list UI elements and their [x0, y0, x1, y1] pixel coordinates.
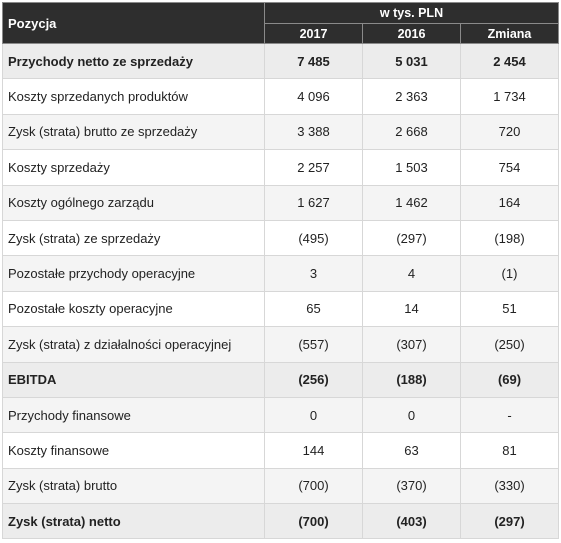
- table-row: Koszty ogólnego zarządu 1 627 1 462 164: [2, 184, 559, 221]
- row-label: Przychody netto ze sprzedaży: [2, 42, 265, 80]
- table-row: Pozostałe koszty operacyjne 65 14 51: [2, 290, 559, 328]
- value-2016: 2 363: [362, 78, 461, 115]
- row-label: Koszty sprzedaży: [2, 149, 265, 186]
- column-header-2016: 2016: [362, 23, 461, 44]
- value-change: (1): [460, 255, 559, 292]
- value-2016: (403): [362, 503, 461, 540]
- row-label: Koszty sprzedanych produktów: [2, 78, 265, 115]
- value-2017: (700): [264, 503, 363, 540]
- value-2017: 7 485: [264, 42, 363, 80]
- value-change: 754: [460, 149, 559, 186]
- value-2016: (370): [362, 467, 461, 505]
- value-2017: 0: [264, 396, 363, 434]
- value-2017: 2 257: [264, 149, 363, 186]
- value-change: (297): [460, 503, 559, 540]
- value-2016: 4: [362, 255, 461, 292]
- table-row: Koszty sprzedanych produktów 4 096 2 363 1 …: [2, 78, 559, 115]
- value-change: 81: [460, 432, 559, 469]
- row-label: Zysk (strata) ze sprzedaży: [2, 219, 265, 257]
- value-change: (330): [460, 467, 559, 505]
- table-header: Pozycja w tys. PLN 2017 2016 Zmiana: [2, 2, 559, 44]
- row-label: Zysk (strata) z działalności operacyjnej: [2, 326, 265, 363]
- value-2016: 1 462: [362, 184, 461, 221]
- table-body: Przychody netto ze sprzedaży 7 485 5 031 2 …: [2, 42, 559, 540]
- value-2017: 3: [264, 255, 363, 292]
- row-label: Zysk (strata) brutto ze sprzedaży: [2, 113, 265, 151]
- value-2017: (700): [264, 467, 363, 505]
- value-2017: 144: [264, 432, 363, 469]
- table-row: Zysk (strata) brutto ze sprzedaży 3 388 2 …: [2, 113, 559, 151]
- value-2016: 2 668: [362, 113, 461, 151]
- value-2017: (557): [264, 326, 363, 363]
- table-row: Zysk (strata) z działalności operacyjnej…: [2, 326, 559, 363]
- row-label: Zysk (strata) brutto: [2, 467, 265, 505]
- value-2017: 4 096: [264, 78, 363, 115]
- value-2017: (495): [264, 219, 363, 257]
- table-row: Zysk (strata) brutto (700) (370) (330): [2, 467, 559, 505]
- value-2016: 0: [362, 396, 461, 434]
- value-2017: (256): [264, 361, 363, 398]
- value-change: (69): [460, 361, 559, 398]
- value-change: 51: [460, 290, 559, 328]
- column-group-header-units: w tys. PLN: [264, 2, 559, 24]
- value-2016: 1 503: [362, 149, 461, 186]
- value-change: -: [460, 396, 559, 434]
- column-header-position: Pozycja: [2, 2, 265, 44]
- row-label: Pozostałe koszty operacyjne: [2, 290, 265, 328]
- column-header-2017: 2017: [264, 23, 363, 44]
- table-row: Przychody netto ze sprzedaży 7 485 5 031 2 …: [2, 42, 559, 80]
- table-row: Przychody finansowe 0 0-: [2, 396, 559, 434]
- value-change: (198): [460, 219, 559, 257]
- table-row: Zysk (strata) ze sprzedaży (495) (297) (198…: [2, 219, 559, 257]
- value-2017: 3 388: [264, 113, 363, 151]
- value-2016: 63: [362, 432, 461, 469]
- table-row: EBITDA (256) (188) (69): [2, 361, 559, 398]
- value-2016: (307): [362, 326, 461, 363]
- value-2016: (188): [362, 361, 461, 398]
- value-2016: 5 031: [362, 42, 461, 80]
- row-label: Zysk (strata) netto: [2, 503, 265, 540]
- row-label: Koszty finansowe: [2, 432, 265, 469]
- value-2017: 65: [264, 290, 363, 328]
- value-2017: 1 627: [264, 184, 363, 221]
- table-row: Koszty sprzedaży 2 257 1 503 754: [2, 149, 559, 186]
- row-label: EBITDA: [2, 361, 265, 398]
- value-2016: 14: [362, 290, 461, 328]
- row-label: Pozostałe przychody operacyjne: [2, 255, 265, 292]
- column-header-change: Zmiana: [460, 23, 559, 44]
- value-change: 164: [460, 184, 559, 221]
- value-change: 2 454: [460, 42, 559, 80]
- value-change: 1 734: [460, 78, 559, 115]
- table-row: Koszty finansowe 144 63 81: [2, 432, 559, 469]
- value-2016: (297): [362, 219, 461, 257]
- table-row: Zysk (strata) netto (700) (403) (297): [2, 503, 559, 540]
- table-row: Pozostałe przychody operacyjne 3 4 (1): [2, 255, 559, 292]
- value-change: 720: [460, 113, 559, 151]
- row-label: Przychody finansowe: [2, 396, 265, 434]
- row-label: Koszty ogólnego zarządu: [2, 184, 265, 221]
- value-change: (250): [460, 326, 559, 363]
